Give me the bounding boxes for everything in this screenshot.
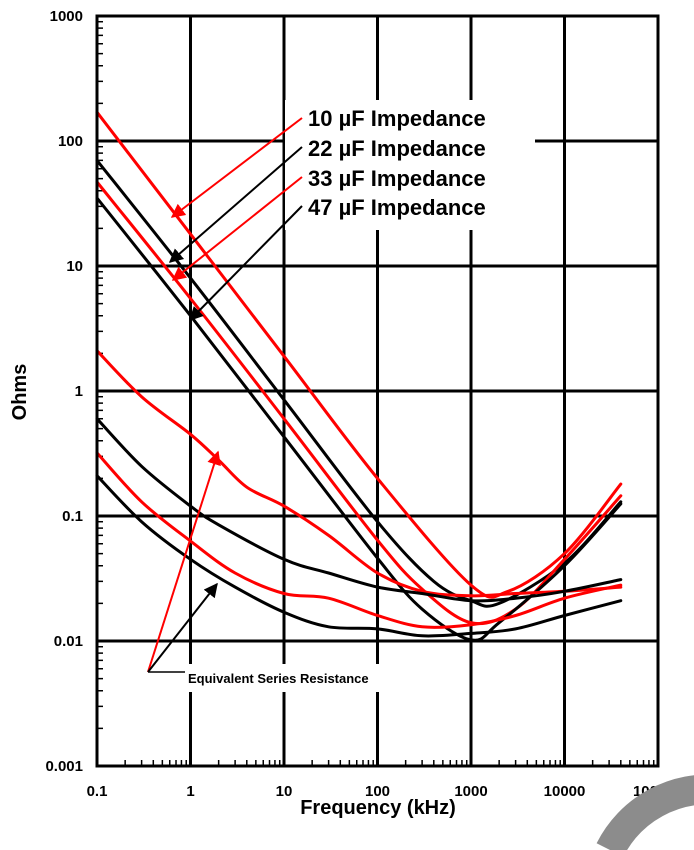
impedance-line-2 (95, 158, 623, 608)
arrow-33uf (171, 176, 303, 281)
esr-label-box (183, 664, 445, 692)
impedance-line-3 (95, 180, 623, 626)
legend-label-33uf: 33 µF Impedance (308, 166, 486, 191)
esr-arrow-red (147, 450, 221, 673)
x-tick-label: 10 (276, 783, 293, 800)
x-tick-label: 1 (186, 783, 194, 800)
legend-label-47uf: 47 µF Impedance (308, 195, 486, 220)
corner-arc-decoration (596, 775, 694, 850)
arrow-10uf (170, 117, 303, 218)
y-tick-label: 100 (58, 133, 83, 150)
esr-line-1 (95, 349, 623, 598)
y-axis-title: Ohms (9, 364, 31, 421)
series-lines (95, 110, 623, 642)
legend-label-22uf: 22 µF Impedance (308, 136, 486, 161)
esr-line-4 (95, 474, 623, 638)
esr-line-3 (95, 451, 623, 629)
arrow-22uf (168, 146, 303, 263)
y-tick-label: 10 (66, 258, 83, 275)
esr-arrow-black (147, 582, 218, 673)
impedance-line-4 (95, 196, 623, 642)
y-tick-label: 0.1 (62, 508, 83, 525)
x-axis-title: Frequency (kHz) (300, 797, 456, 819)
x-tick-label: 10000 (544, 783, 586, 800)
y-tick-label: 0.01 (54, 633, 83, 650)
legend-box (285, 100, 535, 230)
x-tick-labels: 0.1 1 10 100 1000 10000 100000 (87, 783, 683, 800)
esr-annotation-label: Equivalent Series Resistance (188, 671, 369, 686)
arrow-47uf (189, 205, 303, 321)
y-tick-labels: 0.001 0.01 0.1 1 10 100 1000 (45, 8, 83, 775)
x-tick-label: 100 (365, 783, 390, 800)
legend-label-10uf: 10 µF Impedance (308, 106, 486, 131)
x-tick-label: 0.1 (87, 783, 108, 800)
y-tick-label: 1000 (50, 8, 83, 25)
y-tick-label: 0.001 (45, 758, 83, 775)
plot-frame (95, 14, 660, 768)
y-tick-label: 1 (75, 383, 83, 400)
esr-line-2 (95, 417, 623, 603)
x-tick-label: 1000 (454, 783, 487, 800)
impedance-line-1 (95, 110, 623, 599)
